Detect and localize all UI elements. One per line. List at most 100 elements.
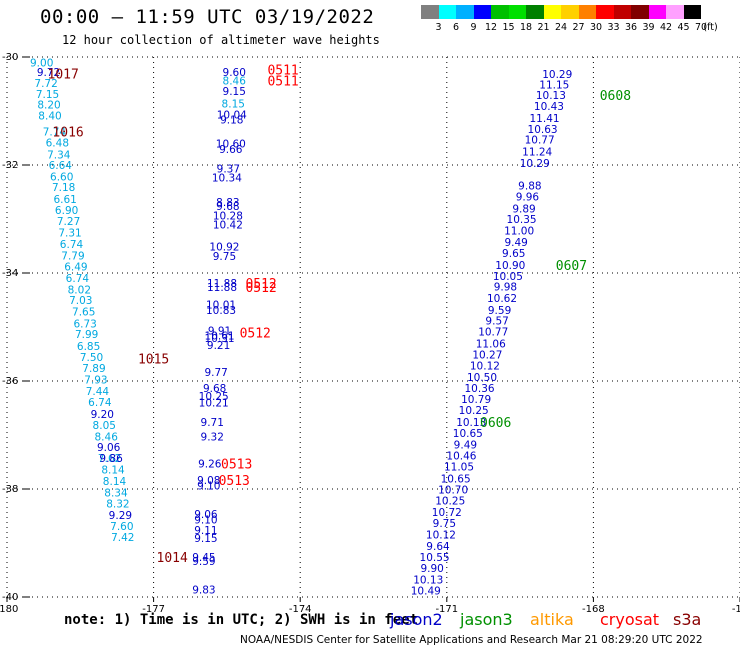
color-scale-label: 18 bbox=[519, 22, 533, 33]
swh-value-label: 9.26 bbox=[198, 459, 222, 471]
color-scale-label: 33 bbox=[607, 22, 620, 33]
color-scale-label: 27 bbox=[572, 22, 585, 33]
swh-value-label: 10.25 bbox=[199, 391, 229, 403]
pass-time-label: 1017 bbox=[48, 67, 79, 82]
swh-value-label: 9.06 bbox=[194, 509, 218, 521]
color-scale-cell bbox=[613, 5, 631, 19]
axis-ticks: -180 -177 -174 -171 -168 -16 -30 -32 -34 -36 -38 -4… bbox=[0, 52, 740, 615]
swh-value-label: 7.44 bbox=[86, 386, 110, 398]
swh-value-label: 6.74 bbox=[88, 397, 112, 409]
swh-value-label: 9.59 bbox=[192, 556, 215, 568]
swh-value-label: 9.83 bbox=[192, 585, 215, 597]
x-tick-label: -171 bbox=[435, 604, 458, 615]
swh-value-label: 10.77 bbox=[478, 326, 508, 338]
color-scale-label: 70 bbox=[694, 22, 708, 33]
swh-value-label: 10.12 bbox=[426, 529, 456, 541]
swh-value-label: 7.74 bbox=[43, 127, 67, 139]
swh-value-label: 8.32 bbox=[106, 499, 129, 511]
swh-value-label: 7.72 bbox=[34, 78, 57, 90]
swh-value-label: 9.68 bbox=[203, 383, 226, 395]
color-scale-label: 12 bbox=[484, 22, 498, 33]
swh-value-label: 8.46 bbox=[223, 75, 247, 87]
grid-lines bbox=[6, 56, 740, 598]
swh-value-label: 6.64 bbox=[49, 160, 73, 172]
color-scale-label: 3 bbox=[435, 22, 442, 33]
pass-time-label: 0607 bbox=[556, 259, 587, 274]
color-scale-label: 42 bbox=[659, 22, 673, 33]
x-tick-label: -16 bbox=[732, 604, 740, 615]
chart-title: 00:00 – 11:59 UTC 03/19/2022 bbox=[40, 6, 375, 28]
swh-value-label: 10.90 bbox=[495, 260, 525, 272]
swh-value-label: 7.79 bbox=[61, 250, 84, 262]
swh-value-label: 9.98 bbox=[494, 282, 517, 294]
x-tick-label: -180 bbox=[0, 604, 18, 615]
color-scale-cell bbox=[596, 5, 614, 19]
swh-value-label: 10.13 bbox=[413, 574, 443, 586]
color-scale-bar bbox=[421, 5, 701, 19]
color-scale-cell bbox=[543, 5, 561, 19]
pass-time-label: 0511 bbox=[267, 64, 298, 79]
color-scale-cell bbox=[526, 5, 544, 19]
swh-value-label: 7.34 bbox=[47, 149, 71, 161]
swh-value-label: 11.88 bbox=[207, 282, 237, 294]
swh-value-label: 8.05 bbox=[93, 420, 116, 432]
swh-value-label: 11.05 bbox=[444, 461, 474, 473]
pass-time-label: 0512 bbox=[245, 277, 276, 292]
swh-value-label: 9.89 bbox=[512, 203, 535, 215]
swh-value-label: 8.34 bbox=[104, 487, 128, 499]
swh-value-label: 9.06 bbox=[97, 442, 121, 454]
swh-value-label: 7.65 bbox=[72, 306, 95, 318]
swh-value-label: 6.49 bbox=[64, 262, 87, 274]
color-scale-label: 30 bbox=[589, 22, 603, 33]
swh-value-label: 7.89 bbox=[82, 363, 105, 375]
color-scale-label: 6 bbox=[452, 22, 460, 33]
pass-time-label: 0512 bbox=[240, 326, 271, 341]
swh-value-label: 8.14 bbox=[101, 465, 125, 477]
y-tick-label: -36 bbox=[2, 376, 18, 387]
swh-value-label: 9.20 bbox=[91, 409, 114, 421]
swh-value-label: 9.86 bbox=[99, 453, 123, 465]
swh-value-label: 11.06 bbox=[476, 338, 506, 350]
swh-value-label: 9.15 bbox=[223, 86, 246, 98]
swh-value-label: 9.66 bbox=[219, 144, 243, 156]
swh-value-label: 10.49 bbox=[411, 586, 441, 598]
legend-cryosat: cryosat bbox=[600, 610, 660, 629]
swh-value-label: 11.88 bbox=[207, 278, 237, 290]
swh-value-label: 9.75 bbox=[433, 518, 456, 530]
y-tick-label: -38 bbox=[2, 484, 18, 495]
swh-value-label: 6.74 bbox=[66, 273, 90, 285]
swh-value-label: 7.60 bbox=[110, 521, 133, 533]
swh-value-label: 6.60 bbox=[50, 171, 73, 183]
color-scale-cell bbox=[421, 5, 439, 19]
swh-value-label: 10.35 bbox=[507, 214, 537, 226]
swh-value-label: 9.21 bbox=[207, 340, 230, 352]
swh-value-label: 9.88 bbox=[518, 181, 541, 193]
swh-value-label: 7.18 bbox=[52, 182, 75, 194]
swh-value-label: 9.75 bbox=[213, 251, 236, 263]
chart-subtitle: 12 hour collection of altimeter wave hei… bbox=[62, 33, 380, 47]
pass-time-label: 0608 bbox=[600, 89, 631, 104]
swh-value-label: 9.90 bbox=[420, 563, 443, 575]
swh-value-label: 10.05 bbox=[493, 271, 523, 283]
swh-value-label: 11.41 bbox=[530, 113, 560, 125]
color-scale-cell bbox=[491, 5, 509, 19]
swh-value-label: 10.72 bbox=[432, 507, 462, 519]
color-scale-cell bbox=[666, 5, 684, 19]
legend-s3a: s3a bbox=[673, 610, 702, 629]
swh-value-label: 10.04 bbox=[217, 109, 247, 121]
swh-value-label: 8.20 bbox=[37, 100, 60, 112]
swh-value-label: 9.49 bbox=[454, 439, 477, 451]
color-scale-label: 15 bbox=[502, 22, 515, 33]
swh-value-label: 10.43 bbox=[534, 101, 564, 113]
swh-value-label: 9.29 bbox=[109, 510, 132, 522]
swh-value-label: 7.62 bbox=[98, 453, 121, 465]
swh-value-label: 6.74 bbox=[60, 239, 84, 251]
swh-value-label: 8.15 bbox=[222, 99, 245, 111]
color-scale-cell bbox=[508, 5, 526, 19]
color-scale-label: 36 bbox=[624, 22, 638, 33]
swh-value-label: 6.48 bbox=[46, 137, 69, 149]
swh-value-label: 10.31 bbox=[205, 333, 235, 345]
swh-value-label: 9.72 bbox=[37, 67, 60, 79]
pass-time-label: 0512 bbox=[245, 281, 276, 296]
swh-value-label: 9.32 bbox=[201, 432, 224, 444]
